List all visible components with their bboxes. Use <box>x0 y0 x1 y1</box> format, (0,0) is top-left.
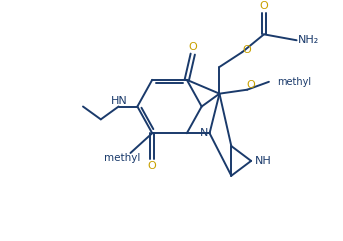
Text: O: O <box>260 1 268 11</box>
Text: NH: NH <box>255 156 271 166</box>
Text: O: O <box>247 80 256 90</box>
Text: O: O <box>148 161 157 171</box>
Text: HN: HN <box>111 96 128 106</box>
Text: methyl: methyl <box>277 77 311 87</box>
Text: methyl: methyl <box>104 153 141 163</box>
Text: O: O <box>188 42 197 52</box>
Text: NH₂: NH₂ <box>298 35 319 45</box>
Text: N: N <box>199 128 208 138</box>
Text: O: O <box>243 45 251 55</box>
